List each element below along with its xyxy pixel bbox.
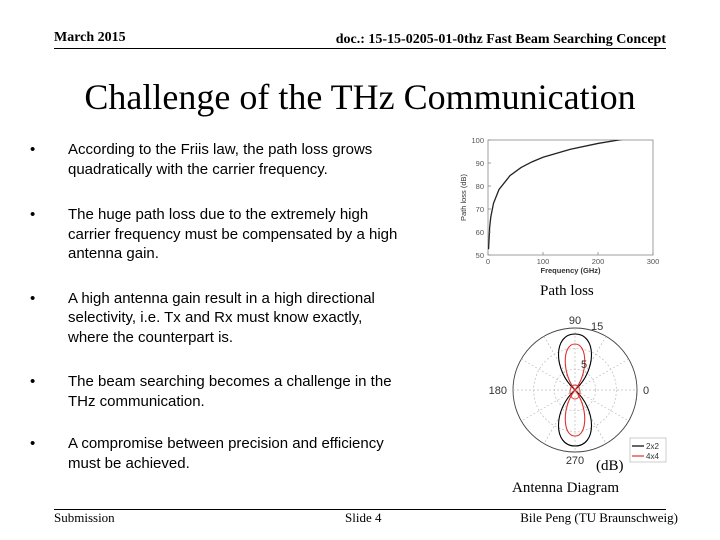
- footer-divider: [54, 509, 666, 510]
- bullet-line: According to the Friis law, the path los…: [68, 141, 373, 158]
- bullet-line: A high antenna gain result in a high dir…: [68, 289, 375, 307]
- antenna-diagram-caption: Antenna Diagram: [512, 480, 620, 496]
- angle-label-90: 90: [569, 315, 581, 327]
- radius-label: 5: [581, 359, 587, 371]
- angle-label-0: 0: [643, 385, 649, 397]
- antenna-unit-label: (dB): [596, 458, 624, 474]
- x-tick-label: 0: [486, 257, 490, 266]
- header-date: March 2015: [54, 30, 126, 45]
- x-tick-label: 300: [647, 257, 660, 266]
- bullet-line: A compromise between precision and effic…: [68, 435, 384, 452]
- bullet-item: • The beam searching becomes a challenge…: [30, 372, 430, 411]
- path-loss-chart: 50 60 70 80 90 100 0 100 200 300 Frequency (GHz) Pa…: [459, 136, 660, 275]
- x-tick-label: 100: [537, 257, 550, 266]
- bullet-marker: •: [30, 435, 36, 452]
- bullet-line: THz communication.: [68, 392, 205, 410]
- bullet-item: • According to the Friis law, the path l…: [30, 140, 430, 179]
- bullet-line: quadratically with the carrier frequency…: [68, 160, 328, 178]
- y-tick-label: 70: [476, 205, 484, 214]
- y-tick-label: 60: [476, 228, 484, 237]
- slide-title: Challenge of the THz Communication: [84, 77, 636, 117]
- bullet-list: • According to the Friis law, the path l…: [30, 140, 430, 473]
- radius-label: 15: [591, 321, 603, 333]
- legend-label: 4x4: [646, 452, 659, 461]
- x-axis-label: Frequency (GHz): [540, 266, 601, 275]
- bullet-marker: •: [30, 206, 36, 223]
- bullet-line: antenna gain.: [68, 245, 159, 262]
- y-tick-label: 50: [476, 251, 484, 260]
- bullet-line: where the counterpart is.: [68, 328, 234, 346]
- y-tick-label: 100: [471, 136, 484, 145]
- series-4x4-sidelobe: [569, 384, 581, 400]
- bullet-line: selectivity, i.e. Tx and Rx must know ex…: [68, 309, 363, 326]
- footer-slide-number: Slide 4: [345, 510, 382, 525]
- legend-box: [629, 437, 667, 463]
- bullet-line: The beam searching becomes a challenge i…: [68, 373, 392, 390]
- legend-label: 2x2: [646, 442, 659, 451]
- path-loss-caption: Path loss: [540, 283, 594, 299]
- bullet-item: • A high antenna gain result in a high d…: [30, 289, 430, 348]
- series-4x4-pattern: [564, 343, 586, 437]
- y-tick-label: 80: [476, 182, 484, 191]
- angle-label-180: 180: [489, 385, 507, 397]
- bullet-item: • The huge path loss due to the extremel…: [30, 205, 430, 264]
- bullet-line: The huge path loss due to the extremely …: [68, 206, 369, 223]
- bullet-line: carrier frequency must be compensated by…: [68, 225, 398, 243]
- plot-frame: [487, 139, 654, 256]
- y-axis-label: Path loss (dB): [459, 173, 468, 221]
- bullet-item: • A compromise between precision and eff…: [30, 434, 430, 473]
- bullet-marker: •: [30, 141, 36, 158]
- header-doc-id: doc.: 15-15-0205-01-0thz Fast Beam Searc…: [335, 32, 666, 47]
- angle-label-270: 270: [566, 455, 584, 467]
- header-divider: [54, 48, 666, 49]
- bullet-marker: •: [30, 373, 36, 390]
- footer-submission: Submission: [54, 510, 115, 525]
- bullet-marker: •: [30, 289, 36, 307]
- bullet-line: must be achieved.: [68, 454, 190, 472]
- y-tick-label: 90: [476, 159, 484, 168]
- x-tick-label: 200: [592, 257, 605, 266]
- path-loss-series-line: [488, 140, 623, 250]
- footer-author: Bile Peng (TU Braunschweig): [520, 510, 678, 525]
